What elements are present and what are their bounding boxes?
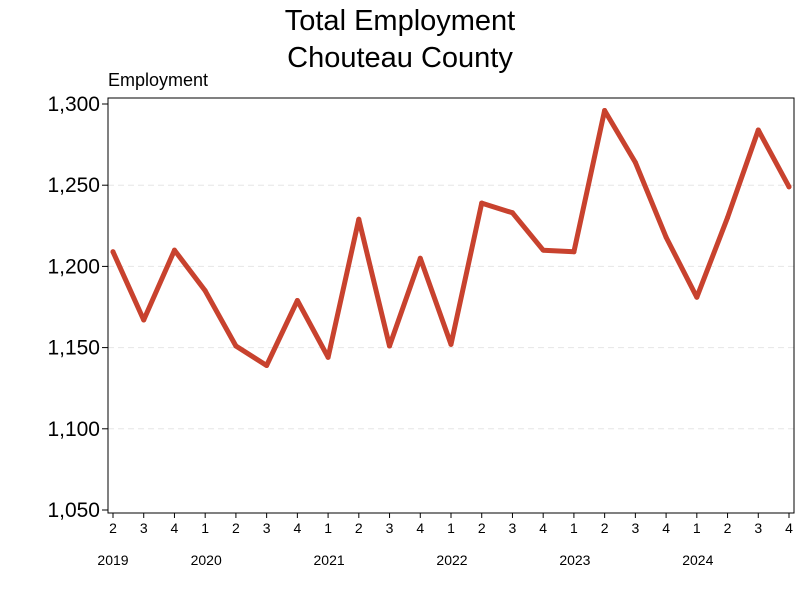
chart-title: Total Employment xyxy=(285,5,516,37)
data-point xyxy=(202,288,208,294)
x-tick-label: 2 xyxy=(109,520,117,536)
y-axis-title: Employment xyxy=(108,70,208,90)
x-tick-label: 2 xyxy=(355,520,363,536)
data-point xyxy=(141,317,147,323)
y-tick-label: 1,050 xyxy=(47,499,100,522)
x-tick-label: 2 xyxy=(232,520,240,536)
year-label: 2019 xyxy=(97,552,128,568)
x-tick-label: 4 xyxy=(662,520,670,536)
year-label: 2022 xyxy=(436,552,467,568)
y-tick-label: 1,200 xyxy=(47,255,100,278)
data-point xyxy=(755,127,761,133)
year-label: 2020 xyxy=(191,552,222,568)
series-line xyxy=(110,108,792,368)
y-tick-label: 1,250 xyxy=(47,174,100,197)
x-tick-label: 3 xyxy=(631,520,639,536)
y-axis: 1,050 1,100 1,150 1,200 1,250 1,300 xyxy=(47,93,108,522)
x-axis: 2 3 4 1 2 3 4 1 2 3 4 1 2 3 4 1 2 3 4 1 2 3 4 2019 2020 2021 2022 2… xyxy=(97,513,793,568)
series-layer xyxy=(110,107,792,368)
x-tick-label: 3 xyxy=(509,520,517,536)
x-tick-label: 3 xyxy=(263,520,271,536)
x-tick-label: 3 xyxy=(754,520,762,536)
x-tick-label: 4 xyxy=(171,520,179,536)
data-point xyxy=(448,341,454,347)
data-point xyxy=(294,298,300,304)
y-tick-label: 1,300 xyxy=(47,93,100,116)
x-tick-label: 1 xyxy=(693,520,701,536)
data-point xyxy=(571,249,577,255)
data-point xyxy=(233,343,239,349)
x-tick-label: 1 xyxy=(201,520,209,536)
x-tick-label: 4 xyxy=(416,520,424,536)
year-label: 2024 xyxy=(682,552,713,568)
data-point xyxy=(694,294,700,300)
data-point xyxy=(417,255,423,261)
x-tick-label: 2 xyxy=(601,520,609,536)
data-point xyxy=(264,362,270,368)
year-label: 2023 xyxy=(559,552,590,568)
data-point xyxy=(540,247,546,253)
data-point xyxy=(602,107,608,113)
data-point xyxy=(356,216,362,222)
y-tick-label: 1,150 xyxy=(47,337,100,360)
x-tick-label: 1 xyxy=(570,520,578,536)
x-tick-label: 1 xyxy=(447,520,455,536)
chart-subtitle: Chouteau County xyxy=(287,42,513,74)
x-tick-label: 4 xyxy=(785,520,793,536)
data-point xyxy=(110,249,116,255)
data-point xyxy=(725,215,731,221)
data-point xyxy=(387,343,393,349)
year-label: 2021 xyxy=(314,552,345,568)
x-tick-label: 2 xyxy=(478,520,486,536)
x-tick-label: 3 xyxy=(140,520,148,536)
data-point xyxy=(632,159,638,165)
x-tick-label: 4 xyxy=(539,520,547,536)
data-point xyxy=(325,354,331,360)
data-point xyxy=(171,247,177,253)
data-point xyxy=(786,184,792,190)
x-tick-label: 3 xyxy=(386,520,394,536)
x-tick-label: 4 xyxy=(293,520,301,536)
x-tick-label: 2 xyxy=(724,520,732,536)
data-point xyxy=(479,200,485,206)
x-tick-label: 1 xyxy=(324,520,332,536)
data-point xyxy=(663,234,669,240)
gridlines xyxy=(108,184,794,430)
data-point xyxy=(509,210,515,216)
y-tick-label: 1,100 xyxy=(47,418,100,441)
